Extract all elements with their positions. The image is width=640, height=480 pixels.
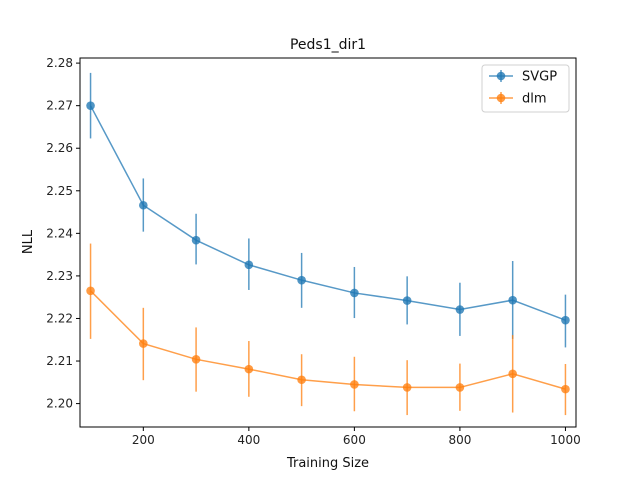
svgp-point — [508, 295, 517, 305]
legend-label: SVGP — [522, 70, 557, 85]
axes-frame — [79, 57, 577, 428]
legend-marker — [496, 71, 506, 81]
y-tick-label: 2.28 — [46, 56, 73, 70]
svgp-point — [455, 305, 465, 314]
series-svgp — [86, 72, 570, 348]
dlm-point — [561, 384, 570, 394]
y-tick-label: 2.27 — [46, 99, 73, 113]
x-axis-title: Training Size — [286, 456, 369, 471]
x-tick-label: 200 — [132, 433, 155, 447]
y-tick-label: 2.24 — [46, 226, 73, 240]
svgp-point — [244, 260, 254, 270]
y-tick-label: 2.23 — [46, 269, 73, 283]
y-tick-label: 2.26 — [46, 141, 73, 155]
svgp-point — [297, 275, 306, 285]
dlm-point — [508, 369, 517, 379]
x-tick-label: 600 — [343, 433, 366, 447]
svgp-point — [139, 200, 148, 210]
svgp-point — [191, 235, 201, 245]
dlm-point — [244, 364, 254, 374]
legend-label: dlm — [522, 92, 547, 107]
legend-marker — [496, 93, 506, 103]
dlm-point — [86, 286, 95, 296]
y-tick-label: 2.22 — [46, 311, 73, 325]
x-tick-label: 400 — [237, 433, 260, 447]
legend: SVGP dlm — [481, 64, 570, 113]
svgp-line — [89, 105, 566, 321]
x-tick-label: 1000 — [550, 433, 581, 447]
svgp-point — [350, 288, 359, 298]
y-tick-label: 2.25 — [46, 184, 73, 198]
dlm-point — [297, 375, 306, 385]
series-dlm — [86, 243, 570, 416]
y-axis-title: NLL — [21, 229, 36, 254]
svgp-point — [561, 315, 570, 325]
svgp-point — [86, 101, 95, 110]
dlm-point — [455, 383, 465, 392]
y-tick-label: 2.21 — [46, 354, 73, 368]
dlm-point — [139, 339, 148, 348]
dlm-line — [90, 290, 566, 390]
svgp-point — [402, 296, 412, 305]
y-tick-label: 2.20 — [46, 397, 73, 411]
dlm-point — [191, 355, 201, 364]
chart-title: Peds1_dir1 — [290, 37, 366, 53]
legend-entry-dlm: dlm — [489, 92, 547, 107]
legend-entry-svgp: SVGP — [489, 70, 557, 85]
x-tick-label: 800 — [448, 433, 471, 447]
dlm-point — [402, 383, 412, 392]
dlm-point — [350, 380, 359, 389]
